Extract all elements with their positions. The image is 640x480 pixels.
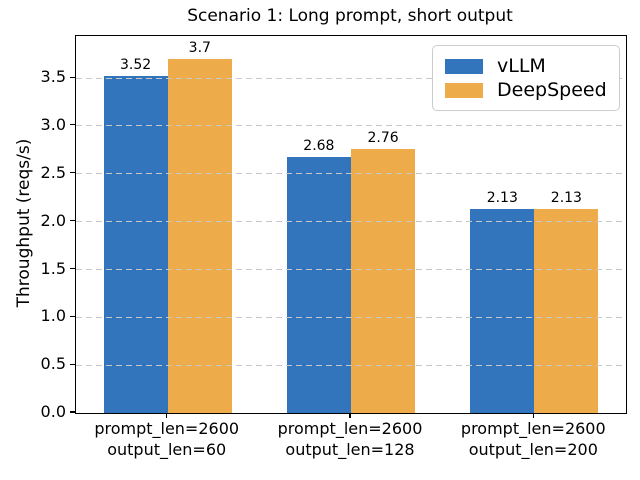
legend-label: vLLM bbox=[497, 55, 546, 77]
y-tick-mark bbox=[70, 363, 75, 365]
bar-deepspeed-group1 bbox=[167, 59, 232, 413]
gridline bbox=[76, 316, 626, 318]
legend-label: DeepSpeed bbox=[497, 79, 607, 101]
bar-value-label: 3.52 bbox=[120, 57, 152, 74]
bar-value-label: 2.13 bbox=[550, 190, 582, 207]
y-tick-label: 2.0 bbox=[40, 210, 66, 230]
y-tick-mark bbox=[70, 315, 75, 317]
gridline bbox=[76, 221, 626, 223]
gridline bbox=[76, 125, 626, 127]
y-tick-mark bbox=[70, 172, 75, 174]
x-tick-mark bbox=[349, 413, 351, 418]
x-tick-label: prompt_len=2600 output_len=200 bbox=[433, 418, 633, 460]
y-tick-label: 3.0 bbox=[40, 114, 66, 134]
legend: vLLM DeepSpeed bbox=[432, 45, 620, 111]
x-tick-label: prompt_len=2600 output_len=60 bbox=[67, 418, 267, 460]
x-tick-label-line: prompt_len=2600 bbox=[460, 419, 606, 438]
x-tick-label-line: prompt_len=2600 bbox=[277, 419, 423, 438]
legend-item-vllm: vLLM bbox=[445, 54, 607, 78]
y-tick-mark bbox=[70, 220, 75, 222]
gridline bbox=[76, 173, 626, 175]
legend-swatch-deepspeed bbox=[445, 82, 483, 98]
x-tick-label-line: prompt_len=2600 bbox=[94, 419, 240, 438]
bar-deepspeed-group2 bbox=[351, 148, 416, 413]
legend-swatch-vllm bbox=[445, 58, 483, 74]
bar-value-label: 3.7 bbox=[188, 40, 211, 56]
legend-item-deepspeed: DeepSpeed bbox=[445, 78, 607, 102]
y-tick-mark bbox=[70, 76, 75, 78]
bar-vllm-group2 bbox=[286, 156, 351, 413]
gridline bbox=[76, 269, 626, 270]
bar-value-label: 2.13 bbox=[486, 190, 518, 207]
x-tick-label-line: output_len=60 bbox=[107, 440, 227, 459]
x-tick-mark bbox=[532, 413, 534, 418]
x-tick-label-line: output_len=200 bbox=[468, 440, 598, 459]
x-tick-mark bbox=[166, 413, 168, 418]
y-tick-mark bbox=[70, 124, 75, 126]
y-tick-label: 3.5 bbox=[40, 67, 66, 87]
y-tick-label: 1.5 bbox=[40, 258, 66, 278]
y-tick-mark bbox=[70, 411, 75, 413]
bar-deepspeed-group3 bbox=[534, 209, 599, 413]
bar-vllm-group3 bbox=[470, 209, 535, 413]
x-tick-label: prompt_len=2600 output_len=128 bbox=[250, 418, 450, 460]
bar-vllm-group1 bbox=[103, 76, 168, 413]
gridline bbox=[76, 77, 626, 79]
gridline bbox=[76, 364, 626, 366]
x-tick-label-line: output_len=128 bbox=[285, 440, 415, 459]
y-tick-mark bbox=[70, 267, 75, 270]
y-tick-label: 1.0 bbox=[40, 306, 66, 326]
chart-title: Scenario 1: Long prompt, short output bbox=[187, 6, 513, 26]
y-tick-label: 0.0 bbox=[40, 402, 66, 421]
bar-value-label: 2.76 bbox=[367, 129, 399, 146]
bar-value-label: 2.68 bbox=[303, 137, 335, 154]
y-tick-label: 2.5 bbox=[40, 162, 66, 182]
y-tick-label: 0.5 bbox=[40, 354, 66, 374]
